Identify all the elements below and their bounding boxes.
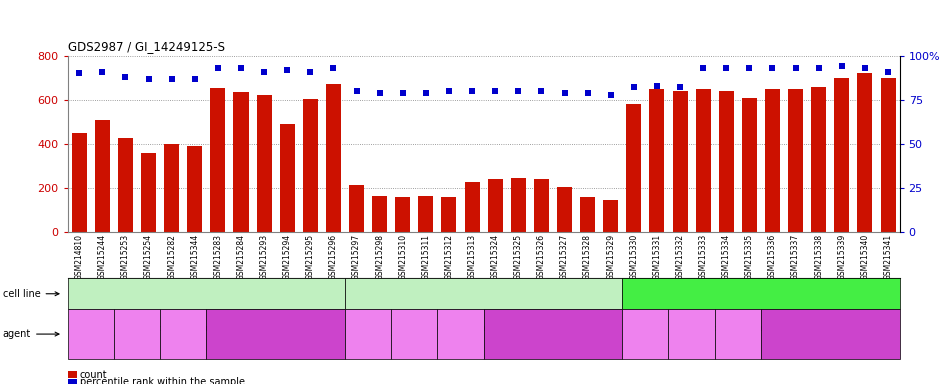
Bar bbox=[510, 178, 525, 232]
Text: GDS2987 / GI_14249125-S: GDS2987 / GI_14249125-S bbox=[68, 40, 225, 53]
Point bbox=[881, 68, 896, 74]
Text: SLx-2119: SLx-2119 bbox=[535, 329, 571, 339]
Point bbox=[765, 65, 780, 71]
Point bbox=[233, 65, 248, 71]
Bar bbox=[672, 91, 687, 232]
Point bbox=[164, 76, 180, 82]
Bar bbox=[418, 196, 433, 232]
Point bbox=[71, 70, 86, 76]
Point bbox=[510, 88, 525, 94]
Point bbox=[442, 88, 457, 94]
Point bbox=[557, 90, 572, 96]
Point bbox=[395, 90, 410, 96]
Text: dermal fibroblasts: dermal fibroblasts bbox=[720, 289, 802, 298]
Bar bbox=[233, 92, 248, 232]
Text: atorvastatin: atorvastatin bbox=[114, 329, 161, 339]
Text: atorvastatin and
mevalonate: atorvastatin and mevalonate bbox=[151, 324, 215, 344]
Bar bbox=[141, 153, 156, 232]
Bar bbox=[187, 146, 202, 232]
Point bbox=[488, 88, 503, 94]
Text: vehicle: vehicle bbox=[632, 329, 659, 339]
Point bbox=[672, 84, 687, 91]
Point bbox=[418, 90, 433, 96]
Text: atorvastatin and
mevalonate: atorvastatin and mevalonate bbox=[706, 324, 770, 344]
Bar bbox=[580, 197, 595, 232]
Point bbox=[280, 67, 295, 73]
Bar bbox=[696, 89, 711, 232]
Point bbox=[211, 65, 226, 71]
Bar bbox=[442, 197, 457, 232]
Point bbox=[326, 65, 341, 71]
Point bbox=[141, 76, 156, 82]
Point bbox=[696, 65, 711, 71]
Point bbox=[372, 90, 387, 96]
Text: vehicle: vehicle bbox=[77, 329, 104, 339]
Text: pulmonary artery smooth muscle cells: pulmonary artery smooth muscle cells bbox=[397, 289, 571, 298]
Point bbox=[349, 88, 364, 94]
Text: SLx-2119: SLx-2119 bbox=[258, 329, 293, 339]
Text: count: count bbox=[80, 370, 107, 380]
Point bbox=[95, 68, 110, 74]
Bar bbox=[303, 99, 318, 232]
Bar bbox=[626, 104, 641, 232]
Bar bbox=[881, 78, 896, 232]
Bar bbox=[326, 84, 341, 232]
Bar bbox=[765, 89, 780, 232]
Text: agent: agent bbox=[3, 329, 59, 339]
Bar bbox=[349, 185, 364, 232]
Bar bbox=[372, 196, 387, 232]
Point bbox=[187, 76, 202, 82]
Bar bbox=[835, 78, 850, 232]
Bar bbox=[280, 124, 295, 232]
Bar bbox=[257, 95, 272, 232]
Point bbox=[580, 90, 595, 96]
Point bbox=[118, 74, 133, 80]
Bar bbox=[164, 144, 180, 232]
Point bbox=[650, 83, 665, 89]
Point bbox=[534, 88, 549, 94]
Bar bbox=[534, 179, 549, 232]
Bar bbox=[71, 133, 86, 232]
Text: atorvastatin and
mevalonate: atorvastatin and mevalonate bbox=[429, 324, 493, 344]
Bar bbox=[118, 139, 133, 232]
Bar bbox=[857, 73, 872, 232]
Bar bbox=[603, 200, 619, 232]
Bar bbox=[488, 179, 503, 232]
Text: percentile rank within the sample: percentile rank within the sample bbox=[80, 377, 245, 384]
Bar bbox=[557, 187, 572, 232]
Bar bbox=[650, 89, 665, 232]
Text: SLx-2119: SLx-2119 bbox=[812, 329, 848, 339]
Point bbox=[742, 65, 757, 71]
Point bbox=[626, 84, 641, 91]
Point bbox=[257, 68, 272, 74]
Bar bbox=[719, 91, 734, 232]
Point bbox=[303, 68, 318, 74]
Text: microvascular endothelial cells: microvascular endothelial cells bbox=[136, 289, 276, 298]
Bar bbox=[95, 120, 110, 232]
Point bbox=[835, 63, 850, 70]
Bar bbox=[211, 88, 226, 232]
Point bbox=[811, 65, 826, 71]
Bar bbox=[788, 89, 803, 232]
Text: atorvastatin: atorvastatin bbox=[668, 329, 715, 339]
Bar bbox=[395, 197, 410, 232]
Bar bbox=[464, 182, 479, 232]
Point bbox=[603, 91, 619, 98]
Point bbox=[719, 65, 734, 71]
Text: vehicle: vehicle bbox=[354, 329, 382, 339]
Point bbox=[788, 65, 803, 71]
Point bbox=[857, 65, 872, 71]
Text: atorvastatin: atorvastatin bbox=[391, 329, 438, 339]
Text: cell line: cell line bbox=[3, 289, 59, 299]
Bar bbox=[811, 87, 826, 232]
Bar bbox=[742, 98, 757, 232]
Point bbox=[464, 88, 479, 94]
